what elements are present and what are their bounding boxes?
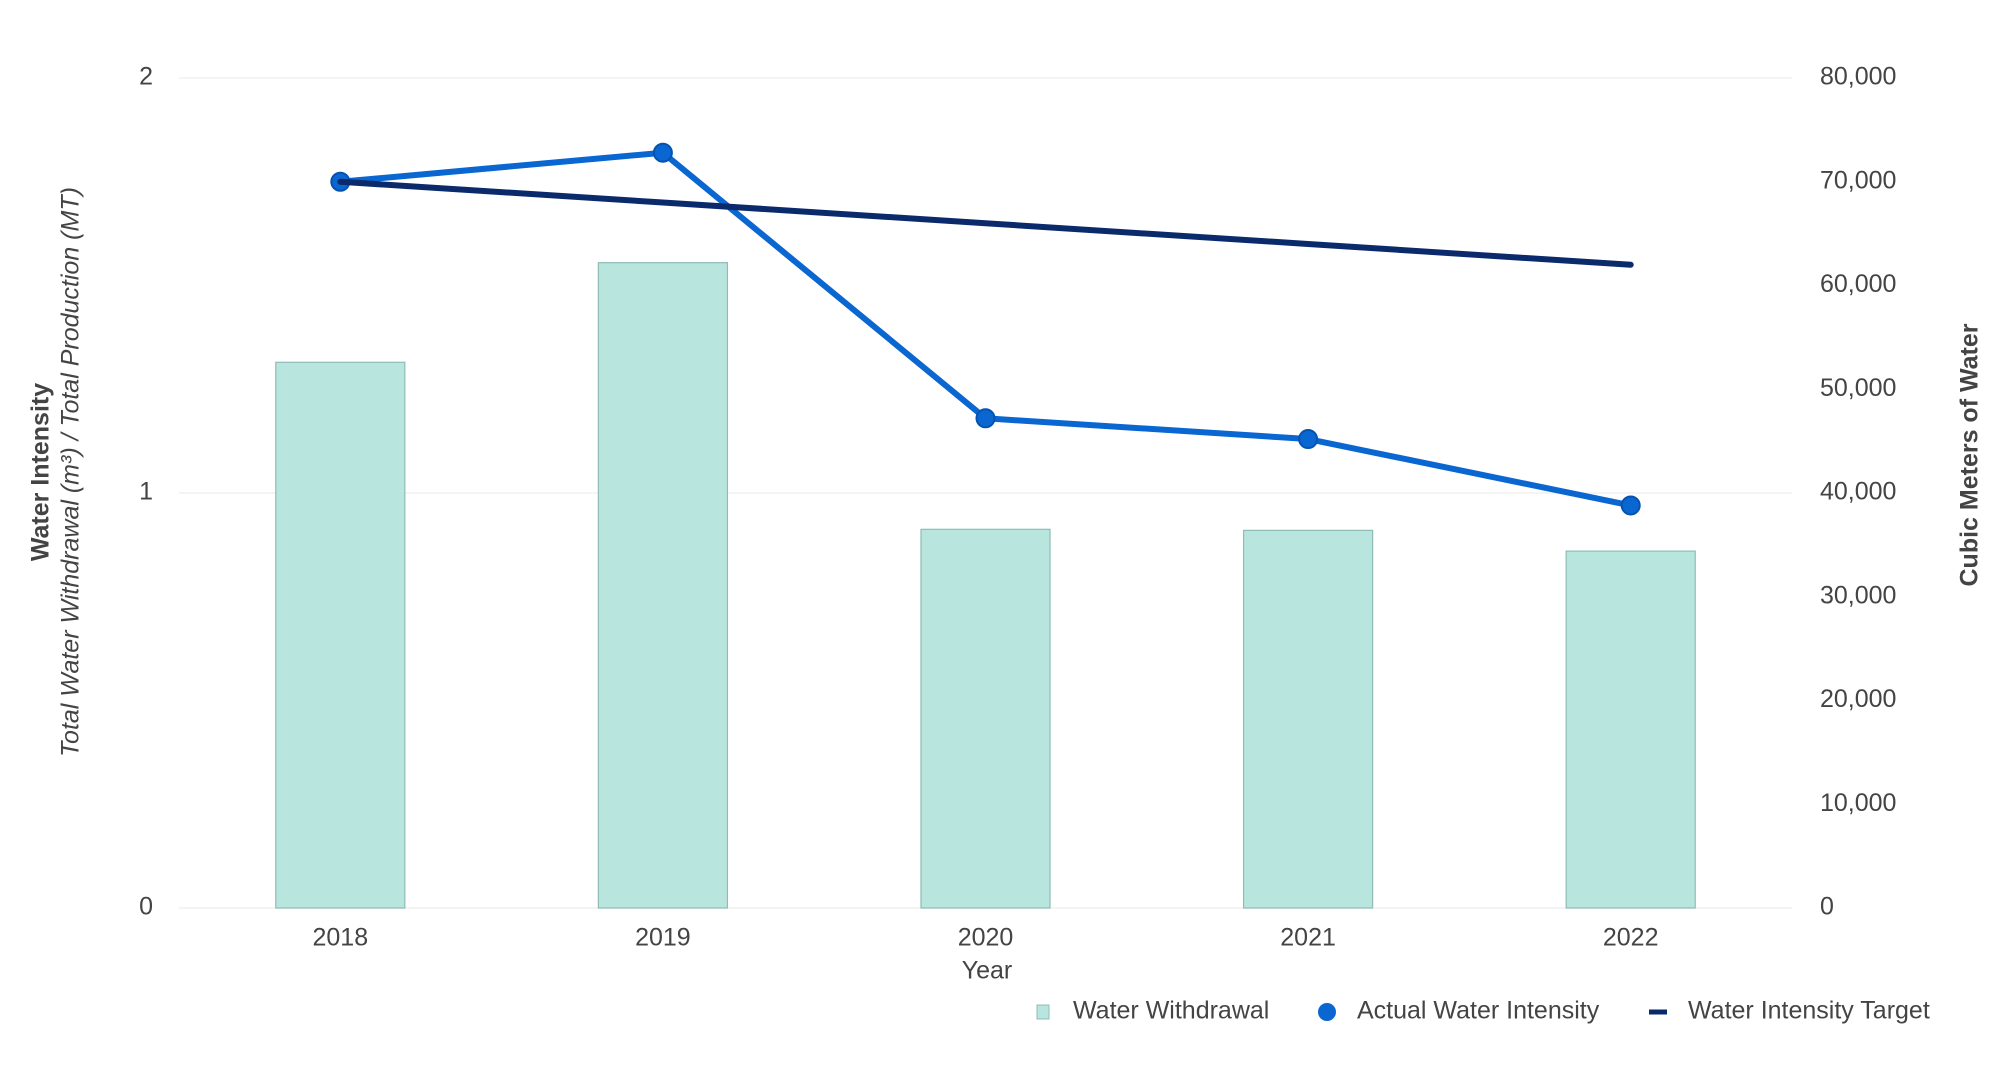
line-marker <box>1298 429 1319 450</box>
x-tick-label: 2020 <box>958 924 1014 952</box>
y2-tick-label: 40,000 <box>1820 478 1896 506</box>
x-tick-label: 2022 <box>1603 924 1659 952</box>
legend-label: Water Withdrawal <box>1073 997 1269 1025</box>
y2-tick-label: 60,000 <box>1820 270 1896 298</box>
y-tick-label: 0 <box>139 893 153 921</box>
line-marker <box>1620 495 1641 516</box>
bar <box>1242 529 1374 909</box>
legend-label: Water Intensity Target <box>1688 997 1930 1025</box>
y-tick-label: 2 <box>139 63 153 91</box>
y-tick-label: 1 <box>139 478 153 506</box>
y2-tick-label: 20,000 <box>1820 685 1896 713</box>
y2-tick-label: 80,000 <box>1820 63 1896 91</box>
line <box>337 149 1634 509</box>
y2-tick-label: 30,000 <box>1820 581 1896 609</box>
y2-tick-label: 0 <box>1820 893 1834 921</box>
x-tick-label: 2019 <box>635 924 691 952</box>
x-tick-label: 2018 <box>312 924 368 952</box>
x-axis-title: Year <box>962 957 1013 985</box>
bar <box>597 262 729 909</box>
y2-tick-label: 10,000 <box>1820 789 1896 817</box>
x-tick-label: 2021 <box>1280 924 1336 952</box>
legend-swatch <box>1036 1004 1050 1020</box>
bar <box>920 528 1051 909</box>
y2-axis-title: Cubic Meters of Water <box>1956 323 1984 586</box>
legend-label: Actual Water Intensity <box>1357 997 1600 1025</box>
y2-tick-label: 70,000 <box>1820 166 1896 194</box>
y-axis-title: Water Intensity <box>27 383 55 561</box>
bar <box>275 361 406 909</box>
line <box>337 178 1634 268</box>
legend-swatch <box>1318 1003 1336 1021</box>
line-marker <box>652 142 673 163</box>
y2-tick-label: 50,000 <box>1820 374 1896 402</box>
bar <box>1565 550 1696 909</box>
line-marker <box>975 408 996 429</box>
y-axis-subtitle: Total Water Withdrawal (m³) / Total Prod… <box>57 187 85 757</box>
